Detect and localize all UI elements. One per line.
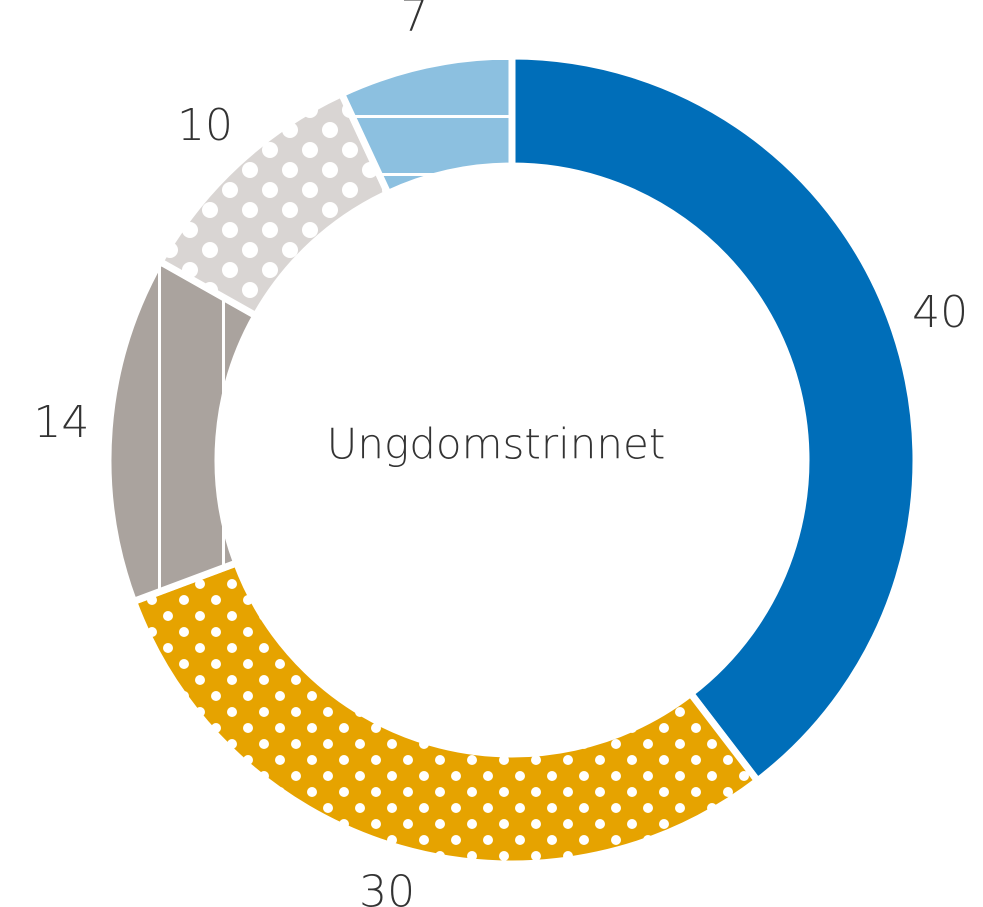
data-label: 7 xyxy=(400,0,428,42)
slice-pattern xyxy=(160,93,388,316)
data-label: 30 xyxy=(359,866,415,907)
data-label: 14 xyxy=(33,397,89,448)
data-label: 10 xyxy=(177,100,233,151)
slice-pattern xyxy=(341,56,512,194)
center-label: Ungdomstrinnet xyxy=(327,420,666,469)
slice-pattern xyxy=(133,562,758,865)
data-label: 40 xyxy=(912,287,968,338)
slice-border xyxy=(508,52,920,785)
slice-pattern xyxy=(108,261,256,602)
slice-border xyxy=(130,559,762,868)
slice-border xyxy=(338,52,516,197)
slice xyxy=(512,56,916,781)
